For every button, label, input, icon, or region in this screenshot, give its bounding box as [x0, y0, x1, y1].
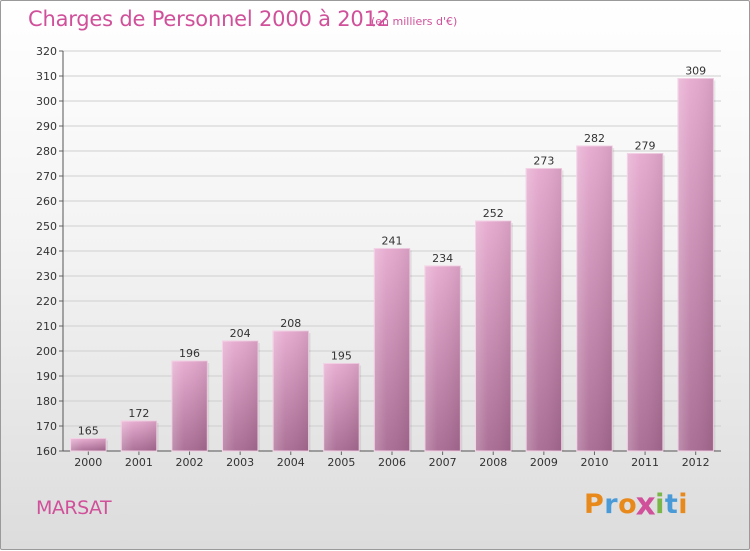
x-tick-label-2002: 2002: [176, 456, 204, 469]
data-label-2001: 172: [128, 407, 149, 420]
data-label-2010: 282: [584, 132, 605, 145]
bar-shine: [273, 331, 309, 451]
x-tick-label-2011: 2011: [631, 456, 659, 469]
logo-letter: o: [618, 489, 638, 520]
bar-shine: [171, 361, 208, 451]
data-label-2005: 195: [331, 350, 352, 363]
y-tick-label: 260: [36, 195, 57, 208]
commune-name: MARSAT: [36, 497, 112, 519]
bar-shine: [323, 363, 360, 451]
x-tick-label-2010: 2010: [580, 456, 608, 469]
data-label-2006: 241: [382, 235, 403, 248]
y-tick-label: 320: [36, 45, 57, 58]
y-tick-label: 190: [36, 370, 57, 383]
x-tick-label-2009: 2009: [530, 456, 558, 469]
logo-letter: i: [655, 489, 665, 520]
x-tick-label-2003: 2003: [226, 456, 254, 469]
y-tick-label: 240: [36, 245, 57, 258]
bar-shine: [70, 438, 107, 451]
bar-shine: [576, 146, 613, 451]
x-tick-label-2000: 2000: [74, 456, 102, 469]
logo-letter: x: [635, 486, 657, 523]
y-tick-label: 300: [36, 95, 57, 108]
data-label-2011: 279: [635, 140, 656, 153]
y-tick-label: 170: [36, 420, 57, 433]
bar-shine: [475, 221, 511, 451]
x-tick-label-2004: 2004: [277, 456, 305, 469]
data-label-2007: 234: [432, 252, 453, 265]
x-tick-label-2012: 2012: [682, 456, 710, 469]
logo-letter: i: [678, 489, 689, 520]
y-tick-label: 220: [36, 295, 57, 308]
data-labels: 165 172 196 204 208 195 241 234 252 273 282 279 309: [78, 65, 706, 438]
x-tick-label-2006: 2006: [378, 456, 406, 469]
y-tick-label: 160: [36, 445, 57, 458]
x-tick-label-2008: 2008: [479, 456, 507, 469]
y-tick-label: 200: [36, 345, 57, 358]
x-tick-label-2001: 2001: [125, 456, 153, 469]
chart-subtitle: (en milliers d'€): [371, 15, 458, 28]
x-tick-label-2007: 2007: [429, 456, 457, 469]
y-tick-label: 230: [36, 270, 57, 283]
bar-shine: [374, 248, 410, 451]
x-tick-label-2005: 2005: [327, 456, 355, 469]
logo-letter: r: [604, 489, 619, 520]
bar-shine: [627, 153, 663, 451]
data-label-2003: 204: [230, 327, 251, 340]
y-tick-label: 310: [36, 70, 57, 83]
y-tick-label: 180: [36, 395, 57, 408]
logo-letter: P: [584, 489, 605, 520]
y-tick-label: 270: [36, 170, 57, 183]
proxiti-logo[interactable]: Proxiti: [584, 486, 689, 523]
y-tick-label: 250: [36, 220, 57, 233]
data-label-2000: 165: [78, 425, 99, 438]
bars: [70, 78, 716, 452]
logo-letter: t: [664, 489, 679, 520]
data-label-2009: 273: [533, 155, 554, 168]
data-label-2008: 252: [483, 207, 504, 220]
bar-shine: [677, 78, 714, 451]
chart-title: Charges de Personnel 2000 à 2012: [28, 7, 390, 31]
y-tick-label: 290: [36, 120, 57, 133]
bar-shine: [222, 341, 258, 451]
data-label-2012: 309: [685, 65, 706, 78]
bar-shine: [526, 168, 562, 451]
data-label-2002: 196: [179, 347, 200, 360]
bar-shine: [424, 266, 461, 451]
bar-shine: [121, 421, 157, 451]
data-label-2004: 208: [280, 317, 301, 330]
y-tick-label: 280: [36, 145, 57, 158]
y-tick-label: 210: [36, 320, 57, 333]
